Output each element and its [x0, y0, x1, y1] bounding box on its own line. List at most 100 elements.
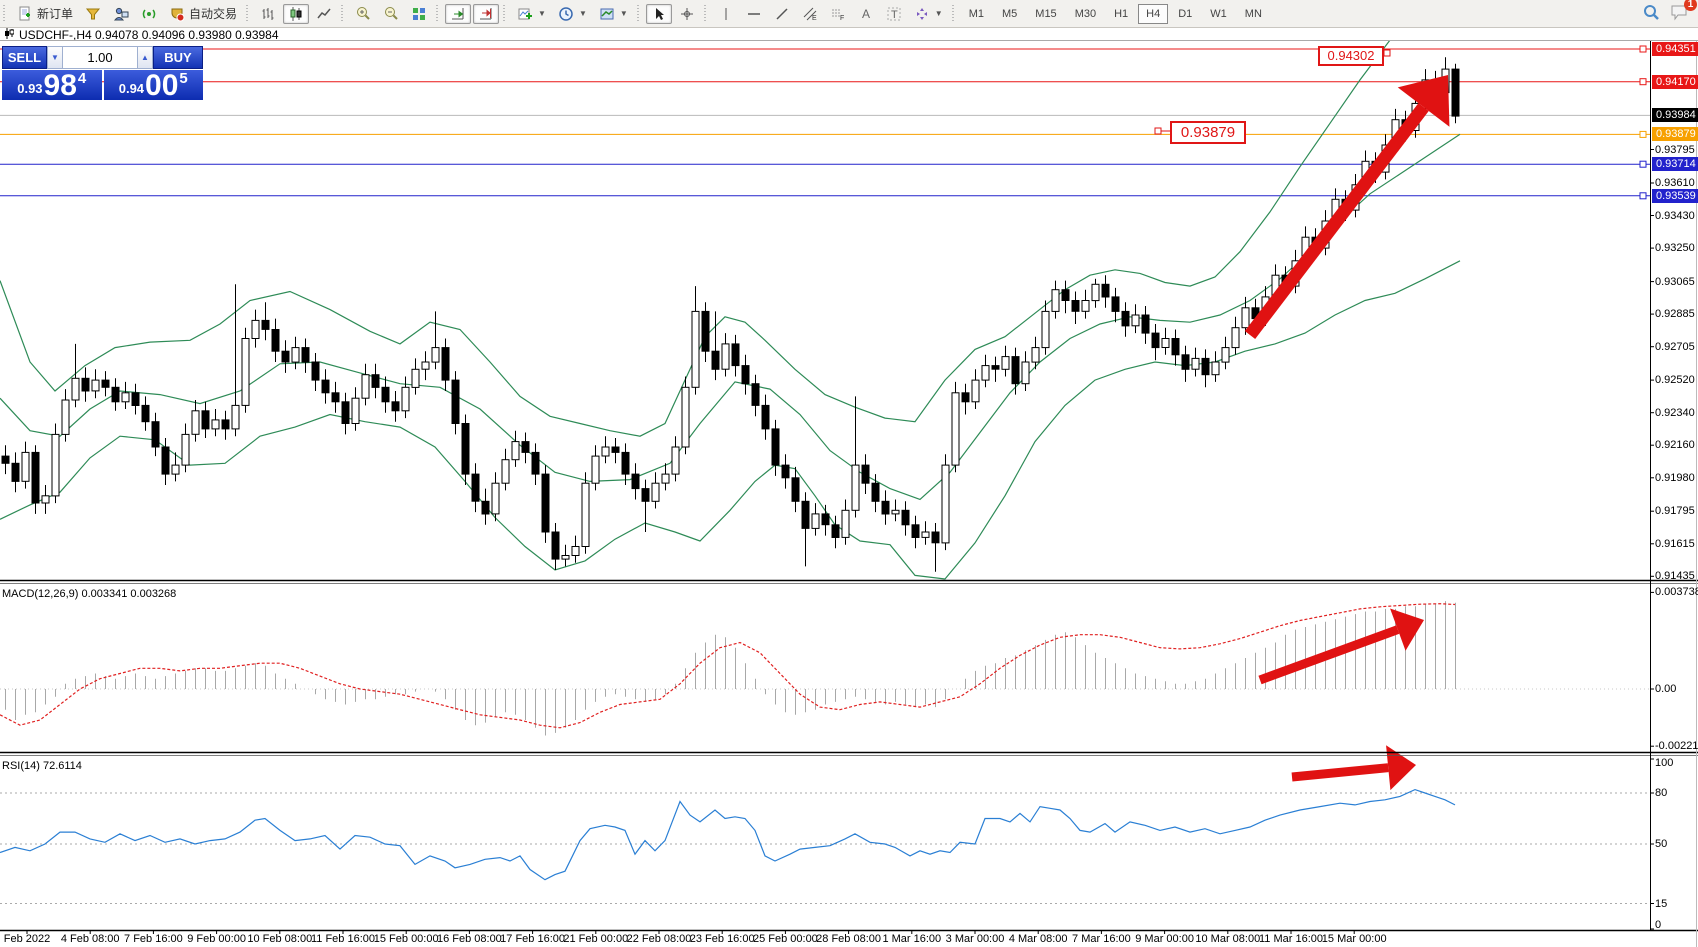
candle — [711, 311, 720, 381]
svg-text:E: E — [812, 15, 817, 22]
hline-handle[interactable] — [1639, 130, 1647, 138]
tile-windows-button[interactable] — [406, 4, 432, 24]
sell-button[interactable]: SELL — [2, 46, 47, 69]
toolbar-grip — [341, 4, 347, 23]
fibonacci-icon: F — [830, 6, 846, 22]
candle — [331, 381, 340, 413]
timeframe-button-H4[interactable]: H4 — [1138, 3, 1169, 24]
arrows-icon — [914, 6, 930, 22]
candle — [521, 432, 530, 464]
candle — [941, 454, 950, 551]
rsi-window[interactable] — [0, 788, 1650, 904]
templates-button[interactable]: ▼ — [594, 4, 633, 24]
candle — [931, 523, 940, 572]
cursor-button[interactable] — [645, 3, 672, 24]
candle — [581, 472, 590, 554]
text-label-button[interactable]: T — [881, 4, 907, 24]
candle — [781, 454, 790, 489]
red-arrow-annotation[interactable] — [1258, 608, 1424, 685]
candle — [1131, 304, 1140, 334]
candle — [911, 515, 920, 549]
candle — [1081, 289, 1090, 319]
hline-handle[interactable] — [1639, 45, 1647, 53]
hline-handle[interactable] — [1639, 160, 1647, 168]
volume-down-button[interactable]: ▼ — [47, 46, 63, 69]
auto-scroll-button[interactable] — [445, 3, 472, 24]
sell-price-sup: 4 — [77, 70, 87, 87]
candle — [1451, 63, 1460, 124]
candle — [791, 466, 800, 513]
autotrade-button[interactable]: 自动交易 — [164, 4, 242, 24]
trendline-button[interactable] — [769, 4, 795, 24]
candle — [1, 445, 10, 475]
candle — [921, 521, 930, 545]
buy-button[interactable]: BUY — [153, 46, 203, 69]
new-order-button[interactable]: 新订单 — [12, 4, 78, 24]
clock-icon — [558, 6, 574, 22]
candle — [1161, 327, 1170, 355]
toolbar-grip — [436, 4, 442, 23]
chart-shift-button[interactable] — [473, 3, 500, 24]
text-button[interactable]: A — [853, 4, 879, 24]
timeframe-button-M30[interactable]: M30 — [1074, 7, 1097, 20]
fibonacci-button[interactable]: F — [825, 4, 851, 24]
signals-button[interactable] — [136, 4, 162, 24]
arrows-button[interactable]: ▼ — [909, 4, 948, 24]
candle — [751, 374, 760, 417]
red-arrow-annotation[interactable] — [1244, 75, 1450, 339]
periods-button[interactable]: ▼ — [553, 4, 592, 24]
buy-price-prefix: 0.94 — [118, 81, 145, 96]
price-callout-high[interactable]: 0.94302 — [1318, 46, 1384, 66]
buy-price-display[interactable]: 0.94 00 5 — [103, 70, 203, 101]
sell-price-display[interactable]: 0.93 98 4 — [2, 70, 102, 101]
buy-price-sup: 5 — [179, 70, 188, 87]
vertical-line-button[interactable] — [713, 4, 739, 24]
price-callout-mid[interactable]: 0.93879 — [1170, 121, 1246, 144]
timeframe-button-H1[interactable]: H1 — [1114, 7, 1129, 20]
bar-chart-button[interactable] — [255, 4, 281, 24]
red-arrow-annotation[interactable] — [1291, 745, 1416, 791]
candlestick-chart-button[interactable] — [283, 3, 310, 24]
candle — [871, 474, 880, 513]
hline-handle[interactable] — [1639, 78, 1647, 86]
macd-window[interactable] — [0, 601, 1650, 736]
timeframe-button-MN[interactable]: MN — [1244, 7, 1262, 20]
candle — [411, 358, 420, 395]
horizontal-line-button[interactable] — [741, 4, 767, 24]
candle — [171, 452, 180, 482]
volume-up-button[interactable]: ▲ — [137, 46, 153, 69]
candle — [511, 430, 520, 467]
terminal-button[interactable] — [108, 4, 134, 24]
timeframe-button-D1[interactable]: D1 — [1178, 7, 1193, 20]
candle — [811, 503, 820, 536]
main-chart-window[interactable] — [0, 18, 1650, 580]
callout-handle[interactable] — [1154, 127, 1162, 135]
chevron-down-icon: ▼ — [578, 9, 587, 18]
notifications-icon[interactable]: 1 — [1670, 0, 1697, 24]
tile-windows-icon — [411, 6, 427, 22]
zoom-in-button[interactable] — [350, 4, 376, 24]
candle — [821, 504, 830, 536]
toolbar-grip — [636, 4, 642, 23]
timeframe-button-M15[interactable]: M15 — [1035, 7, 1057, 20]
candle — [471, 463, 480, 513]
history-center-button[interactable] — [80, 4, 106, 24]
equidistant-channel-button[interactable]: E — [797, 4, 823, 24]
hline-handle[interactable] — [1639, 192, 1647, 200]
indicators-button[interactable]: ▼ — [512, 4, 551, 24]
zoom-out-button[interactable] — [378, 4, 404, 24]
candle — [21, 441, 30, 489]
volume-input[interactable] — [63, 46, 137, 69]
candle — [181, 423, 190, 473]
line-chart-button[interactable] — [311, 4, 337, 24]
timeframe-button-M1[interactable]: M1 — [968, 7, 984, 20]
candle — [381, 376, 390, 413]
candle — [1231, 316, 1240, 355]
crosshair-button[interactable] — [674, 4, 700, 24]
callout-handle[interactable] — [1383, 49, 1391, 57]
timeframe-button-M5[interactable]: M5 — [1002, 7, 1018, 20]
search-icon[interactable] — [1642, 3, 1660, 24]
timeframe-button-W1[interactable]: W1 — [1210, 7, 1227, 20]
rsi-label: RSI(14) 72.6114 — [2, 760, 82, 772]
